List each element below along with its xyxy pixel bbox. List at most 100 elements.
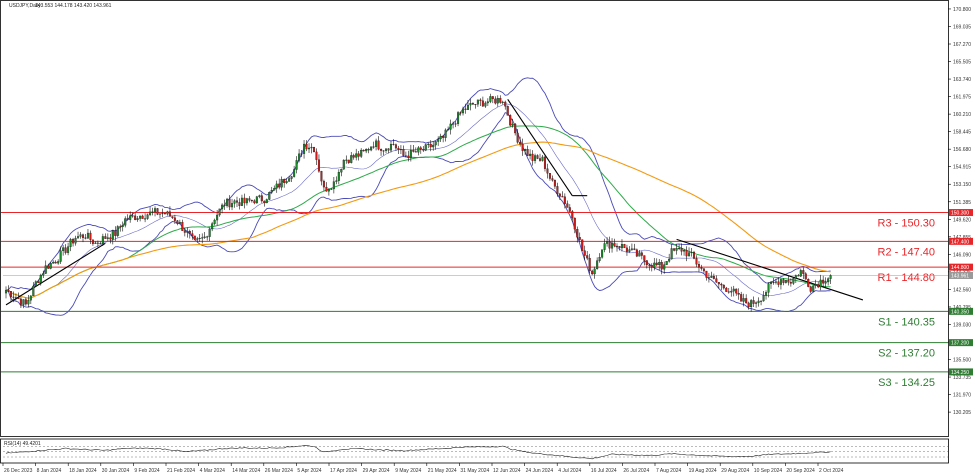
candle-body bbox=[89, 232, 92, 240]
current-price-tag bbox=[949, 271, 973, 279]
candle bbox=[275, 180, 278, 193]
candle bbox=[474, 104, 477, 109]
candle bbox=[24, 297, 27, 306]
candle bbox=[469, 98, 472, 111]
candle bbox=[735, 288, 738, 296]
candle bbox=[404, 151, 407, 158]
candle bbox=[290, 175, 293, 183]
candle-body bbox=[52, 261, 55, 264]
candle-body bbox=[506, 106, 509, 116]
candle bbox=[116, 225, 119, 238]
candle bbox=[623, 243, 626, 249]
candle-body bbox=[258, 195, 261, 197]
candle bbox=[538, 153, 542, 162]
candle-body bbox=[382, 150, 385, 152]
candle bbox=[504, 100, 507, 110]
candle bbox=[432, 141, 435, 151]
candle-body bbox=[782, 279, 785, 283]
candle-body bbox=[774, 281, 777, 283]
candle-body bbox=[101, 236, 104, 244]
candle bbox=[618, 246, 621, 251]
x-tick-label-16: 24 Jun 2024 bbox=[526, 468, 554, 474]
y-tick-label-7: 158.445 bbox=[953, 130, 971, 136]
candle-body bbox=[466, 104, 470, 110]
candle bbox=[519, 136, 522, 147]
candle bbox=[32, 282, 35, 297]
candle bbox=[688, 247, 691, 257]
candle-body bbox=[206, 236, 209, 238]
candle bbox=[459, 111, 462, 116]
candle-body bbox=[245, 198, 248, 204]
candle-body bbox=[720, 283, 723, 286]
candle-body bbox=[357, 153, 360, 157]
candle bbox=[484, 101, 487, 108]
candle-body bbox=[370, 146, 373, 151]
price-panel-frame bbox=[0, 0, 949, 437]
candle bbox=[248, 196, 251, 203]
candle-body bbox=[712, 276, 715, 279]
candle-body bbox=[534, 155, 537, 161]
candle bbox=[22, 299, 25, 309]
candle-body bbox=[802, 270, 805, 274]
candle-body bbox=[548, 173, 551, 179]
candle-body bbox=[449, 123, 452, 130]
candle bbox=[531, 150, 534, 166]
candle-body bbox=[769, 282, 773, 284]
candle bbox=[310, 143, 313, 154]
candle-body bbox=[305, 143, 308, 150]
candle-body bbox=[670, 248, 673, 260]
candle-body bbox=[325, 186, 328, 192]
candle-body bbox=[171, 216, 174, 218]
candle-body bbox=[558, 193, 561, 197]
candle bbox=[665, 261, 668, 265]
candle-body bbox=[397, 147, 400, 150]
candle-body bbox=[688, 252, 691, 257]
candle bbox=[630, 243, 633, 251]
candle bbox=[678, 244, 681, 251]
candle-body bbox=[327, 189, 330, 192]
x-tick-label-3: 30 Jan 2024 bbox=[102, 468, 130, 474]
candle-body bbox=[134, 215, 137, 220]
candle bbox=[802, 267, 805, 279]
candle bbox=[47, 263, 50, 269]
candle bbox=[134, 212, 137, 221]
candle-body bbox=[106, 237, 109, 239]
candle-body bbox=[526, 149, 529, 156]
candle bbox=[402, 145, 405, 157]
y-tick-label-4: 163.740 bbox=[953, 77, 971, 83]
candle bbox=[755, 301, 758, 308]
candle-body bbox=[494, 98, 497, 104]
candle bbox=[673, 248, 676, 252]
candle-body bbox=[104, 236, 107, 239]
candle bbox=[486, 98, 489, 106]
candle-body bbox=[601, 249, 604, 258]
candle bbox=[546, 163, 549, 179]
candle-body bbox=[335, 180, 338, 182]
x-tick-label-25: 2 Oct 2024 bbox=[819, 468, 844, 474]
candle-body bbox=[9, 291, 12, 298]
candle bbox=[789, 278, 792, 287]
candle-body bbox=[221, 204, 224, 210]
candle bbox=[337, 169, 340, 185]
candle-body bbox=[680, 248, 683, 252]
candle bbox=[578, 232, 581, 243]
candle-body bbox=[598, 257, 601, 261]
candle-body bbox=[812, 285, 815, 292]
candle bbox=[615, 243, 619, 252]
candle-body bbox=[124, 218, 127, 226]
x-tick-label-12: 9 May 2024 bbox=[395, 468, 421, 474]
candle bbox=[529, 149, 532, 160]
y-tick-label-1: 169.035 bbox=[953, 24, 971, 30]
x-tick-label-2: 18 Jan 2024 bbox=[69, 468, 97, 474]
candle-body bbox=[521, 143, 524, 151]
candle bbox=[347, 159, 350, 164]
candle-body bbox=[794, 275, 797, 279]
x-tick-label-24: 20 Sep 2024 bbox=[786, 468, 815, 474]
candle bbox=[325, 182, 328, 192]
candle-body bbox=[827, 278, 830, 283]
candle bbox=[131, 212, 134, 218]
candle-body bbox=[434, 141, 437, 146]
candle-body bbox=[380, 149, 383, 151]
candle-body bbox=[645, 260, 648, 266]
